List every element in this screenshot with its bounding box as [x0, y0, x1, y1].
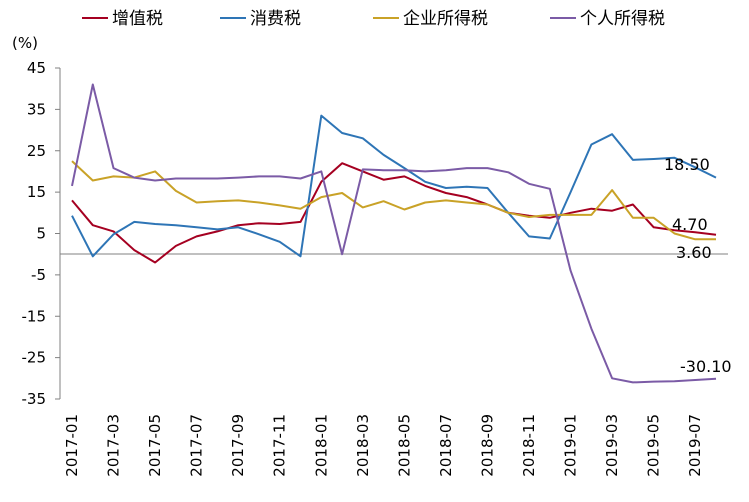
y-tick-label: -25 [22, 349, 47, 367]
x-tick-label: 2017-11 [271, 414, 289, 477]
y-tick-label: -35 [22, 390, 47, 408]
legend-label-3: 个人所得税 [580, 9, 665, 29]
x-axis: 2017-01 2017-03 2017-05 2017-07 2017-09 2017-… [60, 253, 728, 477]
series-lines [71, 83, 717, 384]
end-value-label-3: -30.10 [680, 357, 732, 376]
series-line-3 [71, 83, 717, 384]
x-tick-label: 2017-05 [146, 414, 164, 477]
x-tick-label: 2017-07 [188, 414, 206, 477]
x-tick-label: 2018-03 [354, 414, 372, 477]
x-tick-label: 2019-05 [645, 414, 663, 477]
end-value-label-1: 18.50 [664, 155, 710, 174]
x-tick-label: 2019-01 [562, 414, 580, 477]
series-line-1 [71, 114, 717, 258]
legend-label-0: 增值税 [112, 9, 163, 29]
series-line-2 [71, 160, 716, 241]
x-tick-label: 2018-11 [520, 414, 538, 477]
y-tick-label: -5 [31, 266, 46, 284]
y-tick-label: -15 [22, 307, 47, 325]
x-tick-label: 2017-03 [105, 414, 123, 477]
x-tick-label: 2017-01 [63, 414, 81, 477]
x-tick-label: 2017-09 [229, 414, 247, 477]
y-axis: 45 35 25 15 5 -5 -15 -25 -35 [22, 59, 61, 408]
y-tick-label: 25 [27, 142, 46, 160]
y-tick-label: 5 [36, 225, 46, 243]
x-tick-label: 2018-05 [395, 414, 413, 477]
legend-label-1: 消费税 [250, 9, 301, 29]
x-tick-label: 2018-07 [437, 414, 455, 477]
y-tick-label: 45 [27, 59, 46, 77]
legend-label-2: 企业所得税 [403, 9, 488, 29]
end-value-label-2: 3.60 [676, 243, 712, 262]
x-tick-label: 2018-09 [478, 414, 496, 477]
y-axis-unit-label: (%) [12, 34, 38, 52]
y-tick-label: 35 [27, 100, 46, 118]
end-value-label-0: 4.70 [672, 215, 708, 234]
x-tick-label: 2018-01 [312, 414, 330, 477]
x-tick-label: 2019-03 [603, 414, 621, 477]
series-line-0 [71, 162, 717, 264]
end-labels: 4.70 18.50 3.60 -30.10 [664, 155, 732, 376]
y-tick-label: 15 [27, 183, 46, 201]
chart-legend: 增值税 消费税 企业所得税 个人所得税 [82, 9, 665, 29]
x-tick-label: 2019-07 [686, 414, 704, 477]
